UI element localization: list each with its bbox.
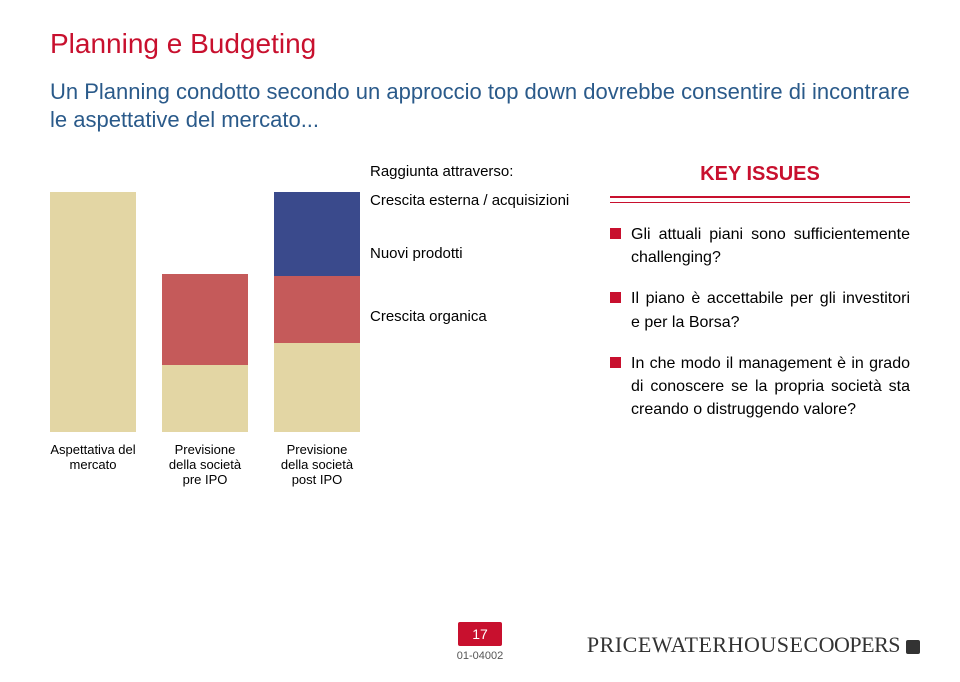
issue-item-1: Il piano è accettabile per gli investito… [610, 287, 910, 333]
chart-area: Raggiunta attraverso: Crescita esterna /… [50, 163, 570, 487]
chart-body: Crescita esterna / acquisizioni Nuovi pro… [50, 192, 570, 432]
x-label-1: Previsione della società pre IPO [162, 442, 248, 487]
issues-list: Gli attuali piani sono sufficientemente … [610, 223, 910, 421]
issue-text-1: Il piano è accettabile per gli investito… [631, 287, 910, 333]
bar-2-seg-2 [274, 343, 360, 432]
issue-item-2: In che modo il management è in grado di … [610, 352, 910, 422]
page-subtitle: Un Planning condotto secondo un approcci… [50, 78, 910, 133]
issue-item-0: Gli attuali piani sono sufficientemente … [610, 223, 910, 269]
bar-2 [274, 192, 360, 432]
slide-page: Planning e Budgeting Un Planning condott… [0, 0, 960, 682]
bullet-icon [610, 292, 621, 303]
x-axis-labels: Aspettativa del mercato Previsione della … [50, 442, 570, 487]
bullet-icon [610, 357, 621, 368]
divider [610, 196, 910, 198]
issue-text-0: Gli attuali piani sono sufficientemente … [631, 223, 910, 269]
bar-1 [162, 274, 248, 432]
bar-0-seg-0 [50, 192, 136, 432]
bar-1-seg-1 [162, 365, 248, 432]
bullet-icon [610, 228, 621, 239]
legend-item-0: Crescita esterna / acquisizioni [370, 192, 569, 211]
chart-top-label: Raggiunta attraverso: [370, 163, 570, 180]
bar-0 [50, 192, 136, 432]
bar-2-seg-0 [274, 192, 360, 276]
key-issues-panel: KEY ISSUES Gli attuali piani sono suffic… [610, 163, 910, 487]
content-row: Raggiunta attraverso: Crescita esterna /… [50, 163, 910, 487]
divider [610, 202, 910, 203]
bars-row [50, 192, 360, 432]
key-issues-title: KEY ISSUES [700, 163, 820, 186]
chart-legend: Crescita esterna / acquisizioni Nuovi pro… [370, 192, 569, 432]
x-label-2: Previsione della società post IPO [274, 442, 360, 487]
page-number-badge: 17 [458, 622, 502, 646]
x-label-0: Aspettativa del mercato [50, 442, 136, 487]
bar-2-seg-1 [274, 276, 360, 343]
bar-1-seg-0 [162, 274, 248, 365]
issue-text-2: In che modo il management è in grado di … [631, 352, 910, 422]
logo: PRICEWATERHOUSECOOPERS [587, 632, 920, 658]
page-title: Planning e Budgeting [50, 28, 910, 60]
legend-item-1: Nuovi prodotti [370, 245, 569, 264]
legend-item-2: Crescita organica [370, 308, 569, 327]
